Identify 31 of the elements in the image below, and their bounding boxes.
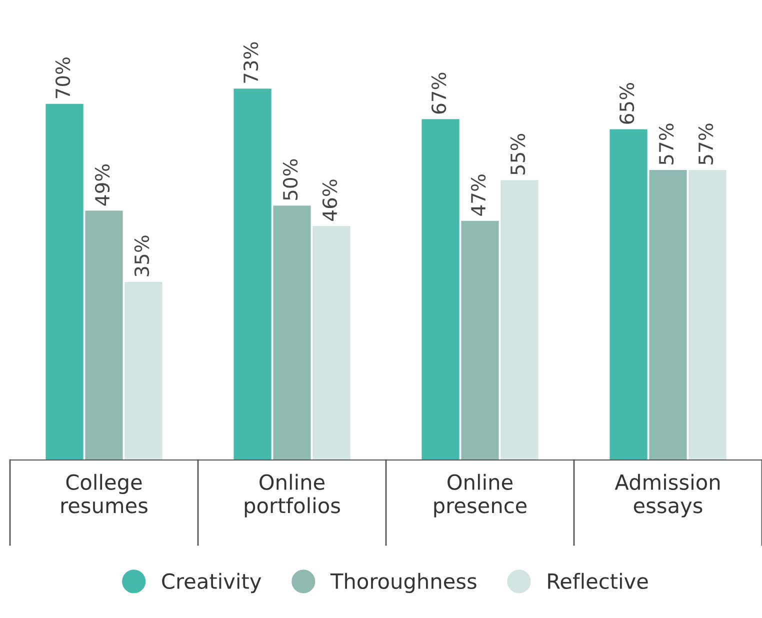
bar <box>273 206 311 460</box>
data-label: 55% <box>510 134 526 174</box>
x-tick-label: College resumes <box>61 474 148 514</box>
x-tick-label: Online presence <box>434 474 527 518</box>
bar <box>422 119 460 460</box>
bar <box>461 220 499 460</box>
x-tick-label: Admission essays <box>614 474 720 518</box>
bar <box>610 129 648 460</box>
bar <box>649 170 687 460</box>
bar <box>500 180 538 460</box>
bar <box>85 210 123 460</box>
data-label: 50% <box>282 159 298 200</box>
data-label: 70% <box>55 58 70 98</box>
legend-label: Reflective <box>548 572 648 590</box>
bar <box>234 88 272 460</box>
data-label: 73% <box>243 42 258 83</box>
bar <box>46 104 84 460</box>
data-label: 65% <box>619 82 634 124</box>
data-label: 57% <box>658 124 674 164</box>
x-tick-label: Online portfolios <box>244 474 340 518</box>
data-label: 57% <box>698 124 714 164</box>
bar <box>688 170 726 460</box>
bar <box>124 282 162 460</box>
bar <box>312 226 350 460</box>
legend-label: Thoroughness <box>330 572 476 594</box>
data-label: 35% <box>134 236 150 276</box>
data-label: 47% <box>470 174 486 216</box>
data-label: 49% <box>94 164 110 206</box>
data-label: 46% <box>322 180 338 221</box>
data-label: 67% <box>431 72 446 114</box>
legend-label: Creativity <box>162 572 262 594</box>
